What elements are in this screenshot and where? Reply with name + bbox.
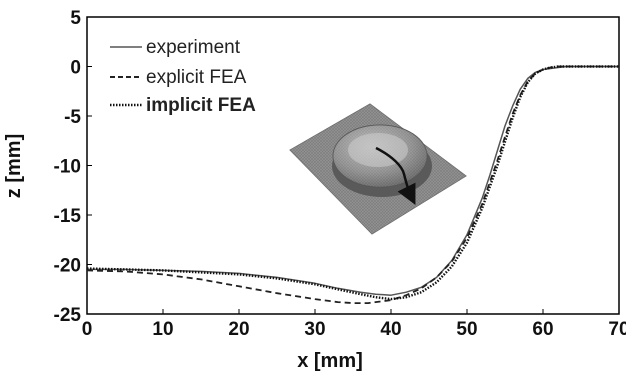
- x-axis-label: x [mm]: [297, 350, 363, 372]
- y-tick-label: -25: [54, 305, 82, 326]
- x-tick-label: 0: [82, 319, 93, 340]
- y-tick-label: -15: [54, 206, 82, 227]
- x-tick-label: 40: [380, 319, 401, 340]
- x-tick-label: 60: [532, 319, 553, 340]
- x-tick-label: 20: [228, 319, 249, 340]
- x-axis-ticks: 0 10 20 30 40 50 60 70: [82, 309, 626, 340]
- y-tick-label: 0: [70, 58, 81, 79]
- legend-label-experiment: experiment: [146, 37, 241, 58]
- x-tick-label: 30: [304, 319, 325, 340]
- y-tick-label: -10: [54, 157, 81, 178]
- section-path-arrow: [375, 146, 416, 205]
- legend-label-implicit-fea: implicit FEA: [146, 95, 256, 116]
- x-tick-label: 10: [152, 319, 173, 340]
- y-axis-label: z [mm]: [3, 134, 25, 198]
- inset-mesh-image: [289, 103, 467, 235]
- x-tick-label: 50: [456, 319, 477, 340]
- series-line-implicit-fea: [86, 65, 619, 301]
- legend-label-explicit-fea: explicit FEA: [146, 67, 247, 88]
- y-axis-ticks: 5 0 -5 -10 -15 -20 -25: [54, 8, 92, 326]
- y-tick-label: -20: [54, 256, 81, 277]
- x-tick-label: 70: [608, 319, 626, 340]
- series-layer: [86, 65, 619, 304]
- y-tick-label: 5: [70, 8, 81, 29]
- y-tick-label: -5: [64, 107, 81, 128]
- legend: experiment explicit FEA implicit FEA: [110, 37, 256, 116]
